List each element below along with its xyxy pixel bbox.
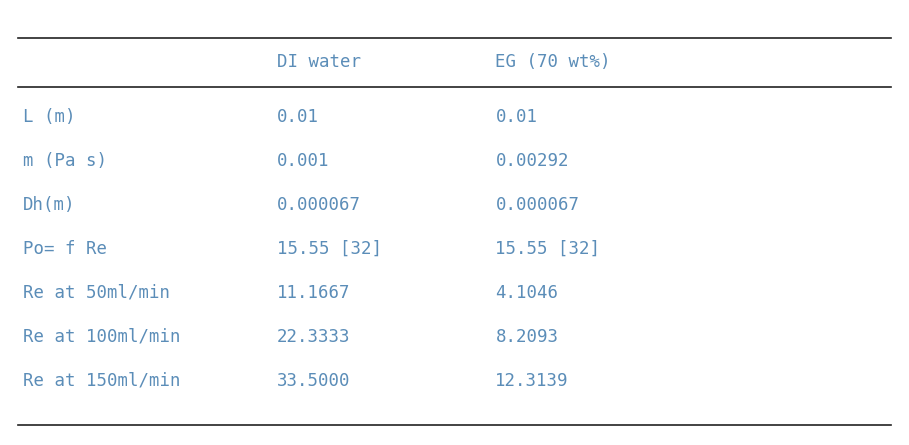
Text: 12.3139: 12.3139 (495, 372, 569, 390)
Text: 0.01: 0.01 (495, 108, 537, 125)
Text: 0.000067: 0.000067 (277, 196, 361, 214)
Text: 15.55 [32]: 15.55 [32] (495, 240, 601, 258)
Text: 22.3333: 22.3333 (277, 328, 351, 346)
Text: 0.01: 0.01 (277, 108, 319, 125)
Text: EG (70 wt%): EG (70 wt%) (495, 53, 611, 71)
Text: 4.1046: 4.1046 (495, 284, 558, 302)
Text: DI water: DI water (277, 53, 361, 71)
Text: L (m): L (m) (23, 108, 75, 125)
Text: m (Pa s): m (Pa s) (23, 152, 106, 170)
Text: 15.55 [32]: 15.55 [32] (277, 240, 383, 258)
Text: 33.5000: 33.5000 (277, 372, 351, 390)
Text: Re at 150ml/min: Re at 150ml/min (23, 372, 180, 390)
Text: Re at 100ml/min: Re at 100ml/min (23, 328, 180, 346)
Text: Dh(m): Dh(m) (23, 196, 75, 214)
Text: 11.1667: 11.1667 (277, 284, 351, 302)
Text: 8.2093: 8.2093 (495, 328, 558, 346)
Text: Po= f Re: Po= f Re (23, 240, 106, 258)
Text: 0.001: 0.001 (277, 152, 330, 170)
Text: 0.00292: 0.00292 (495, 152, 569, 170)
Text: 0.000067: 0.000067 (495, 196, 579, 214)
Text: Re at 50ml/min: Re at 50ml/min (23, 284, 170, 302)
